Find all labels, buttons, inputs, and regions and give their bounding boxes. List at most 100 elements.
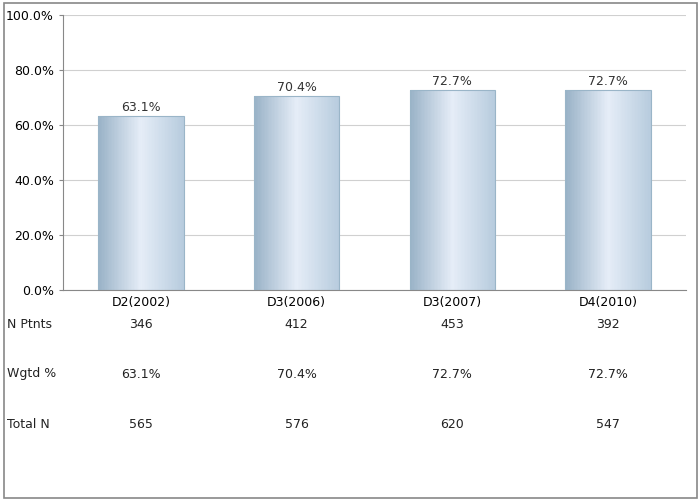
Bar [471,90,472,290]
Bar [254,96,340,290]
Bar [615,90,617,290]
Bar [621,90,622,290]
Bar [463,90,464,290]
Bar [260,96,261,290]
Bar [618,90,620,290]
Text: 547: 547 [596,418,620,430]
Bar [257,96,258,290]
Bar [478,90,480,290]
Bar [136,116,138,290]
Text: 576: 576 [285,418,309,430]
Text: 63.1%: 63.1% [121,102,161,114]
Bar [146,116,148,290]
Bar [161,116,162,290]
Bar [174,116,175,290]
Bar [445,90,447,290]
Bar [335,96,337,290]
Bar [444,90,445,290]
Bar [641,90,643,290]
Bar [459,90,461,290]
Bar [118,116,120,290]
Bar [168,116,169,290]
Bar [112,116,113,290]
Bar [316,96,318,290]
Bar [102,116,104,290]
Text: N Ptnts: N Ptnts [7,318,52,330]
Bar [276,96,278,290]
Bar [587,90,588,290]
Bar [600,90,601,290]
Bar [121,116,122,290]
Bar [421,90,422,290]
Bar [596,90,598,290]
Bar [155,116,157,290]
Bar [640,90,641,290]
Bar [451,90,452,290]
Bar [424,90,425,290]
Bar [315,96,316,290]
Bar [254,96,256,290]
Bar [452,90,454,290]
Bar [138,116,139,290]
Bar [467,90,468,290]
Bar [124,116,125,290]
Bar [274,96,275,290]
Bar [607,90,608,290]
Bar [176,116,178,290]
Bar [153,116,154,290]
Bar [411,90,412,290]
Bar [158,116,160,290]
Text: 412: 412 [285,318,309,330]
Bar [588,90,589,290]
Text: 70.4%: 70.4% [276,368,316,380]
Bar [573,90,574,290]
Bar [603,90,604,290]
Bar [448,90,449,290]
Bar [433,90,434,290]
Bar [160,116,161,290]
Bar [474,90,475,290]
Bar [466,90,467,290]
Bar [438,90,440,290]
Bar [298,96,300,290]
Bar [288,96,290,290]
Bar [601,90,603,290]
Bar [631,90,632,290]
Bar [265,96,267,290]
Bar [324,96,326,290]
Bar [127,116,128,290]
Bar [441,90,442,290]
Bar [98,116,99,290]
Bar [122,116,124,290]
Bar [300,96,301,290]
Bar [574,90,575,290]
Bar [327,96,328,290]
Bar [577,90,578,290]
Bar [458,90,459,290]
Bar [437,90,438,290]
Bar [175,116,176,290]
Bar [125,116,127,290]
Bar [427,90,428,290]
Bar [282,96,284,290]
Bar [650,90,651,290]
Bar [567,90,568,290]
Bar [128,116,130,290]
Bar [139,116,141,290]
Bar [419,90,421,290]
Bar [416,90,418,290]
Bar [134,116,135,290]
Text: 72.7%: 72.7% [433,368,473,380]
Bar [164,116,165,290]
Bar [284,96,285,290]
Text: 72.7%: 72.7% [588,368,628,380]
Bar [636,90,637,290]
Bar [334,96,335,290]
Bar [624,90,625,290]
Bar [144,116,145,290]
Bar [595,90,596,290]
Bar [302,96,304,290]
Bar [415,90,416,290]
Bar [167,116,168,290]
Bar [148,116,149,290]
